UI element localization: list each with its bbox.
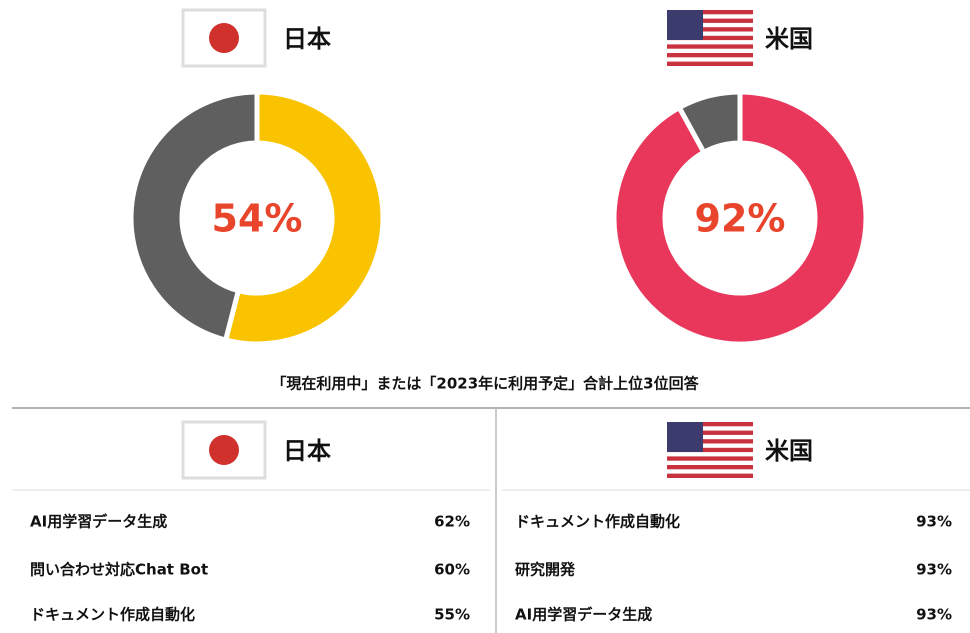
donut-segment xyxy=(611,89,869,347)
table-caption: 「現在利用中」または「2023年に利用予定」合計上位3位回答 xyxy=(271,375,699,393)
row-item: ドキュメント作成自動化 xyxy=(515,513,680,531)
row-item: AI用学習データ生成 xyxy=(515,606,652,624)
donut-segment xyxy=(675,89,743,156)
column-header: 米国 xyxy=(765,437,813,465)
row-percent: 62% xyxy=(434,513,470,531)
chart-title: 日本 xyxy=(283,25,331,53)
row-item: 研究開発 xyxy=(515,561,576,579)
row-percent: 93% xyxy=(916,561,952,579)
donut-segment xyxy=(128,89,260,344)
center-value: 54% xyxy=(212,197,303,241)
japan-flag xyxy=(181,8,267,68)
row-percent: 60% xyxy=(434,561,470,579)
chart-title: 米国 xyxy=(765,25,813,53)
row-item: AI用学習データ生成 xyxy=(30,513,167,531)
us-flag xyxy=(667,422,753,478)
row-percent: 93% xyxy=(916,513,952,531)
center-value: 92% xyxy=(695,197,786,241)
japan-flag xyxy=(181,420,267,480)
column-header: 日本 xyxy=(283,437,331,465)
donut-segment xyxy=(222,89,386,347)
row-item: 問い合わせ対応Chat Bot xyxy=(30,561,208,579)
row-percent: 55% xyxy=(434,606,470,624)
row-item: ドキュメント作成自動化 xyxy=(30,606,195,624)
row-percent: 93% xyxy=(916,606,952,624)
us-flag xyxy=(667,10,753,66)
